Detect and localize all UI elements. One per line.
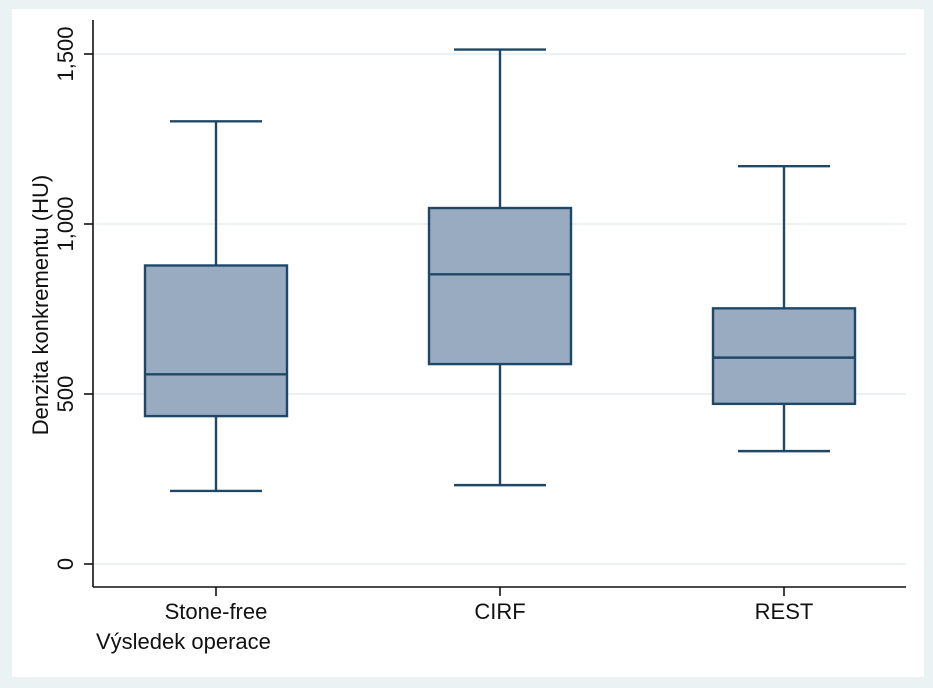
y-axis-title: Denzita konkrementu (HU) — [28, 175, 53, 435]
y-tick-label: 1,500 — [53, 26, 78, 81]
x-tick-label: REST — [755, 599, 814, 624]
y-tick-label: 1,000 — [53, 196, 78, 251]
y-tick-label: 500 — [53, 376, 78, 413]
box-group — [427, 48, 573, 487]
x-ticks-layer: Stone-free CIRF REST — [165, 587, 814, 624]
x-tick-label: CIRF — [474, 599, 525, 624]
y-tick-label: 0 — [53, 558, 78, 570]
iqr-box — [427, 206, 573, 366]
box-group — [711, 164, 857, 453]
x-axis-title: Výsledek operace — [96, 629, 271, 654]
boxes-layer — [143, 48, 857, 493]
box-group — [143, 120, 289, 493]
y-ticks-layer: 0 500 1,000 1,500 — [53, 26, 93, 570]
iqr-box — [143, 264, 289, 418]
x-tick-label: Stone-free — [165, 599, 268, 624]
iqr-box — [711, 307, 857, 406]
